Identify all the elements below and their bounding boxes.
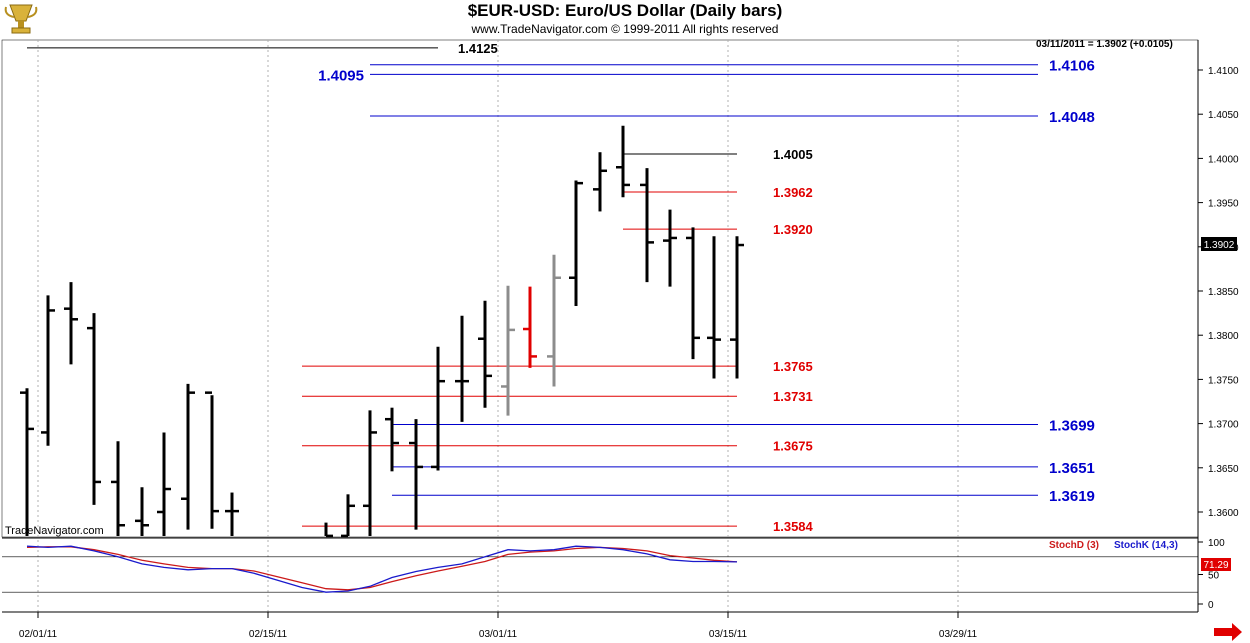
trophy-icon <box>4 4 38 34</box>
price-bars <box>20 125 744 538</box>
ohlc-bar <box>523 286 537 368</box>
date-axis: 02/01/11 02/15/11 03/01/11 03/15/11 03/29/11 <box>19 612 978 640</box>
ohlc-bar <box>640 168 654 283</box>
ohlc-bar <box>569 180 583 307</box>
price-tick-label: 1.3800 <box>1208 331 1239 342</box>
ohlc-bar <box>616 125 630 198</box>
ohlc-bar <box>730 236 744 379</box>
date-tick-label: 02/01/11 <box>19 629 58 640</box>
ohlc-bar <box>593 152 607 212</box>
price-tick-label: 1.4100 <box>1208 66 1239 77</box>
ohlc-bar <box>135 487 149 536</box>
date-tick-label: 03/01/11 <box>479 629 518 640</box>
price-tick-label: 1.3600 <box>1208 508 1239 519</box>
price-tick-label: 1.4000 <box>1208 154 1239 165</box>
price-tick-label: 1.3700 <box>1208 420 1239 431</box>
chart-header: $EUR-USD: Euro/US Dollar (Daily bars) ww… <box>0 0 1250 40</box>
level-labels: 1.4125 1.4106 1.4095 1.4048 1.4005 1.3962 1.39… <box>318 41 1095 534</box>
stoch-d-line <box>26 546 738 591</box>
price-tick-label: 1.4050 <box>1208 110 1239 121</box>
price-panel <box>1 39 1199 538</box>
svg-text:71.29: 71.29 <box>1203 560 1228 571</box>
ohlc-bar <box>363 410 377 536</box>
date-tick-label: 03/15/11 <box>709 629 748 640</box>
stoch-tick-label: 50 <box>1208 571 1220 582</box>
stoch-tick-label: 100 <box>1208 538 1225 549</box>
stoch-tick-label: 0 <box>1208 600 1214 611</box>
stoch-reference-lines <box>2 556 1198 593</box>
ohlc-bar <box>686 227 700 360</box>
ohlc-bar <box>341 494 355 538</box>
stoch-d-legend: StochD (3) <box>1049 540 1099 551</box>
ohlc-bar <box>707 236 721 379</box>
stoch-axis: 100 50 0 <box>1198 538 1225 611</box>
ohlc-bar <box>20 388 34 536</box>
chart-title: $EUR-USD: Euro/US Dollar (Daily bars) <box>467 1 783 20</box>
ohlc-bar <box>385 407 399 472</box>
level-label: 1.3651 <box>1049 460 1095 477</box>
ohlc-bar <box>409 419 423 530</box>
level-label: 1.4125 <box>458 41 498 56</box>
ohlc-bar <box>87 313 101 505</box>
stoch-k-line <box>26 545 738 593</box>
level-label: 1.4005 <box>773 147 813 162</box>
level-lines <box>27 47 1038 527</box>
ohlc-bar <box>431 346 445 471</box>
level-label: 1.4106 <box>1049 58 1095 75</box>
level-label: 1.3619 <box>1049 488 1095 505</box>
level-label: 1.3920 <box>773 222 813 237</box>
price-tick-label: 1.3750 <box>1208 375 1239 386</box>
level-label: 1.3675 <box>773 439 813 454</box>
level-label: 1.3765 <box>773 359 813 374</box>
ohlc-bar <box>455 315 469 422</box>
copyright-text: www.TradeNavigator.com © 1999-2011 All r… <box>471 22 779 36</box>
price-tick-label: 1.3950 <box>1208 199 1239 210</box>
scroll-right-arrow[interactable] <box>1214 623 1242 641</box>
date-tick-label: 02/15/11 <box>249 629 288 640</box>
ohlc-bar <box>225 492 239 536</box>
price-tick-label: 1.3850 <box>1208 287 1239 298</box>
ohlc-bar <box>205 391 219 529</box>
last-price-readout: 03/11/2011 = 1.3902 (+0.0105) <box>1036 39 1173 50</box>
ohlc-bar <box>111 441 125 536</box>
date-tick-label: 03/29/11 <box>939 629 978 640</box>
ohlc-bar <box>64 282 78 365</box>
ohlc-bar <box>663 209 677 287</box>
price-panel-frame <box>1 39 1199 538</box>
ohlc-bar <box>501 285 515 416</box>
level-label: 1.3731 <box>773 389 813 404</box>
level-label: 1.3584 <box>773 519 814 534</box>
vertical-gridlines <box>37 40 959 612</box>
svg-text:1.3902: 1.3902 <box>1204 240 1235 251</box>
stoch-k-legend: StochK (14,3) <box>1114 540 1178 551</box>
ohlc-bar <box>547 254 561 387</box>
ohlc-bar <box>324 522 333 538</box>
price-tick-label: 1.3650 <box>1208 464 1239 475</box>
current-price-tag: 1.3902 <box>1201 237 1237 251</box>
watermark: TradeNavigator.com <box>5 525 104 537</box>
level-label: 1.3699 <box>1049 417 1095 434</box>
level-label: 1.3962 <box>773 185 813 200</box>
stoch-current-tag: 71.29 <box>1201 558 1231 571</box>
ohlc-bar <box>157 432 171 536</box>
ohlc-bar <box>478 300 492 408</box>
level-label: 1.4048 <box>1049 109 1095 126</box>
ohlc-bar <box>41 295 55 446</box>
ohlc-bar <box>181 383 195 530</box>
stochastic-panel: StochD (3) StochK (14,3) 100 50 0 71.29 <box>2 537 1231 613</box>
level-label: 1.4095 <box>318 67 364 84</box>
price-axis: 1.41001.40501.40001.39501.39001.38501.38… <box>1197 40 1239 612</box>
